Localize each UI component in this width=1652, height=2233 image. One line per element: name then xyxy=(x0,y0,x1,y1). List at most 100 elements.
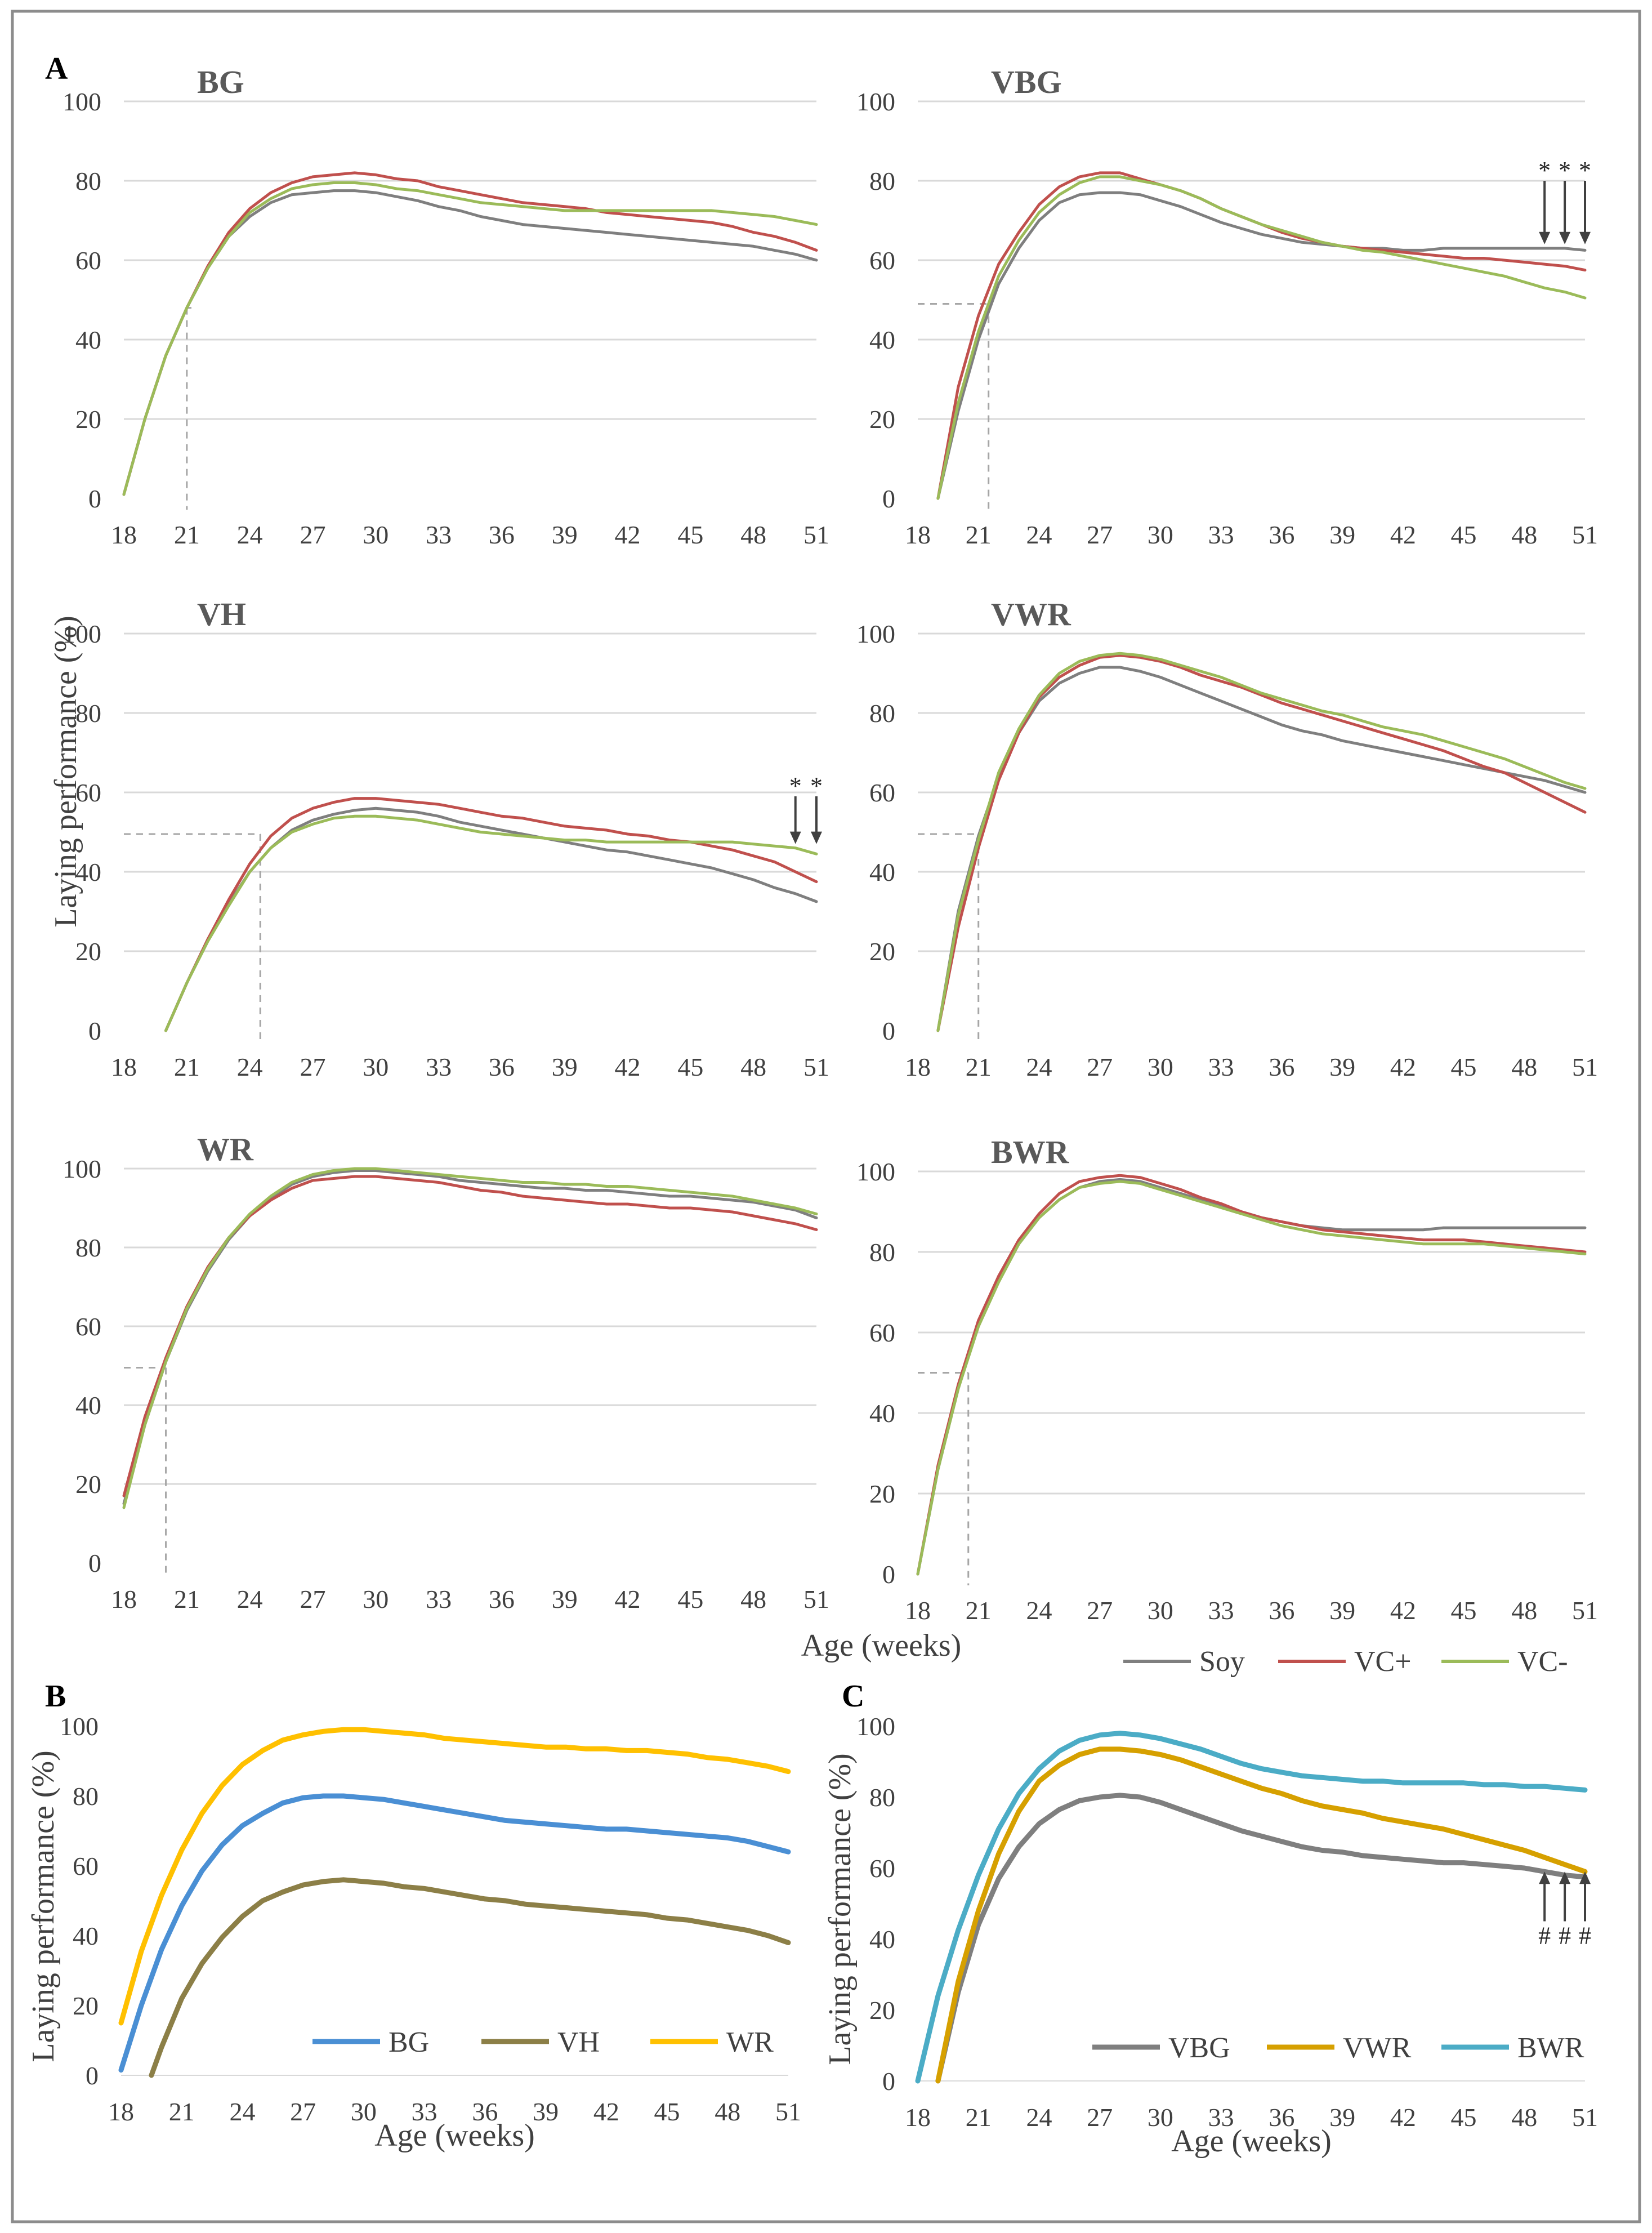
bwr-series-vcminus xyxy=(916,1180,1587,1576)
bwr-x-tick-27: 27 xyxy=(1087,1596,1113,1625)
vbg-marker-label-1: * xyxy=(1559,157,1571,184)
vwr-x-tick-27: 27 xyxy=(1087,1053,1113,1081)
b-x-tick-30: 30 xyxy=(351,2097,377,2126)
vh-y-tick-80: 80 xyxy=(75,699,101,728)
vh-x-tick-24: 24 xyxy=(237,1053,263,1081)
vwr-x-tick-51: 51 xyxy=(1572,1053,1598,1081)
bg-x-tick-33: 33 xyxy=(426,520,452,549)
bg-x-tick-18: 18 xyxy=(111,520,137,549)
c-marker-head-1 xyxy=(1559,1871,1571,1884)
bg-x-tick-27: 27 xyxy=(300,520,325,549)
wr-y-tick-100: 100 xyxy=(62,1155,101,1183)
c-x-tick-51: 51 xyxy=(1572,2103,1598,2132)
c-x-tick-48: 48 xyxy=(1511,2103,1537,2132)
c-x-tick-33: 33 xyxy=(1208,2103,1234,2132)
c-y-tick-60: 60 xyxy=(869,1854,895,1883)
vh-x-tick-27: 27 xyxy=(300,1053,325,1081)
c-y-axis-title: Laying performance (%) xyxy=(823,1753,858,2065)
vbg-series-vcplus xyxy=(936,171,1587,500)
vbg-x-tick-33: 33 xyxy=(1208,520,1234,549)
bg-y-tick-60: 60 xyxy=(75,246,101,275)
bg-x-tick-48: 48 xyxy=(740,520,766,549)
vbg-y-tick-20: 20 xyxy=(869,405,895,434)
c-legend-vbg-label: VBG xyxy=(1168,2032,1230,2064)
vh-y-tick-0: 0 xyxy=(88,1017,101,1045)
chart-vbg: 0 20 40 60 80 100 18 21 24 27 30 33 36 39 42 45 48 51 VBG *… xyxy=(856,64,1598,549)
b-x-axis-title: Age (weeks) xyxy=(374,2118,535,2153)
vbg-series-vcminus xyxy=(936,175,1587,500)
wr-y-tick-40: 40 xyxy=(75,1391,101,1420)
vbg-x-tick-48: 48 xyxy=(1511,520,1537,549)
wr-y-tick-80: 80 xyxy=(75,1233,101,1262)
b-x-tick-24: 24 xyxy=(229,2097,255,2126)
vwr-x-tick-18: 18 xyxy=(905,1053,931,1081)
vh-series-vcminus xyxy=(164,814,818,1032)
vwr-series-vcminus xyxy=(936,652,1587,1032)
bwr-x-tick-18: 18 xyxy=(905,1596,931,1625)
b-y-tick-80: 80 xyxy=(73,1782,99,1811)
c-x-axis-title: Age (weeks) xyxy=(1171,2124,1332,2159)
c-series-vwr xyxy=(935,1746,1588,2084)
vh-x-tick-51: 51 xyxy=(803,1053,829,1081)
wr-x-tick-36: 36 xyxy=(489,1585,515,1614)
b-y-tick-40: 40 xyxy=(73,1922,99,1950)
vwr-x-tick-45: 45 xyxy=(1451,1053,1477,1081)
c-y-tick-100: 100 xyxy=(856,1712,895,1741)
vh-x-tick-18: 18 xyxy=(111,1053,137,1081)
b-x-tick-18: 18 xyxy=(108,2097,134,2126)
wr-y-tick-0: 0 xyxy=(88,1549,101,1577)
bwr-x-tick-21: 21 xyxy=(966,1596,992,1625)
vbg-marker-head-0 xyxy=(1539,231,1551,244)
c-series-bwr xyxy=(915,1731,1588,2084)
vbg-series-soy xyxy=(936,191,1587,500)
chart-b: 0 20 40 60 80 100 18 21 24 27 30 33 36 39 42 45 48 51 Layi… xyxy=(26,1712,801,2153)
panel-label-c: C xyxy=(842,1679,864,1714)
c-y-tick-40: 40 xyxy=(869,1925,895,1954)
c-marker-label-0: # xyxy=(1538,1922,1551,1950)
bg-y-tick-20: 20 xyxy=(75,405,101,434)
b-x-tick-51: 51 xyxy=(775,2097,801,2126)
vh-y-tick-40: 40 xyxy=(75,858,101,886)
vwr-y-tick-40: 40 xyxy=(869,858,895,886)
bg-x-tick-42: 42 xyxy=(615,520,641,549)
vh-x-tick-36: 36 xyxy=(489,1053,515,1081)
b-legend-bg-label: BG xyxy=(389,2026,429,2058)
bg-y-tick-40: 40 xyxy=(75,326,101,354)
figure-border xyxy=(11,10,1641,2223)
bwr-x-tick-30: 30 xyxy=(1148,1596,1173,1625)
chart-vwr: 0 20 40 60 80 100 18 21 24 27 30 33 36 39 42 45 48 51 VWR xyxy=(856,596,1598,1081)
wr-x-tick-45: 45 xyxy=(677,1585,703,1614)
panel-a-x-axis-title: Age (weeks) xyxy=(801,1628,962,1663)
bwr-x-tick-36: 36 xyxy=(1269,1596,1294,1625)
vbg-x-tick-24: 24 xyxy=(1026,520,1052,549)
vh-x-tick-39: 39 xyxy=(552,1053,578,1081)
wr-series-soy xyxy=(122,1169,818,1505)
vwr-x-tick-36: 36 xyxy=(1269,1053,1294,1081)
vwr-x-tick-39: 39 xyxy=(1329,1053,1355,1081)
vbg-marker-label-2: * xyxy=(1579,157,1591,184)
vbg-x-tick-27: 27 xyxy=(1087,520,1113,549)
vbg-x-tick-42: 42 xyxy=(1390,520,1416,549)
vh-x-tick-21: 21 xyxy=(174,1053,200,1081)
vwr-x-tick-48: 48 xyxy=(1511,1053,1537,1081)
bwr-series-vcplus xyxy=(916,1174,1587,1576)
chart-bwr: 0 20 40 60 80 100 18 21 24 27 30 33 36 39 42 45 48 51 BWR xyxy=(856,1134,1598,1625)
c-x-tick-24: 24 xyxy=(1026,2103,1052,2132)
vbg-x-tick-45: 45 xyxy=(1451,520,1477,549)
bg-y-tick-0: 0 xyxy=(88,484,101,513)
c-marker-head-0 xyxy=(1539,1871,1551,1884)
b-x-tick-42: 42 xyxy=(593,2097,619,2126)
bg-x-tick-36: 36 xyxy=(489,520,515,549)
vh-x-tick-42: 42 xyxy=(615,1053,641,1081)
b-legend-wr-label: WR xyxy=(726,2026,774,2058)
vh-x-tick-48: 48 xyxy=(740,1053,766,1081)
bg-x-tick-51: 51 xyxy=(803,520,829,549)
vh-y-tick-100: 100 xyxy=(62,619,101,648)
wr-series-vcminus xyxy=(122,1167,818,1509)
wr-x-tick-48: 48 xyxy=(740,1585,766,1614)
b-x-tick-36: 36 xyxy=(472,2097,498,2126)
b-legend-vh-label: VH xyxy=(557,2026,600,2058)
bg-series-vcminus xyxy=(122,181,818,496)
bwr-x-tick-33: 33 xyxy=(1208,1596,1234,1625)
bwr-x-tick-39: 39 xyxy=(1329,1596,1355,1625)
